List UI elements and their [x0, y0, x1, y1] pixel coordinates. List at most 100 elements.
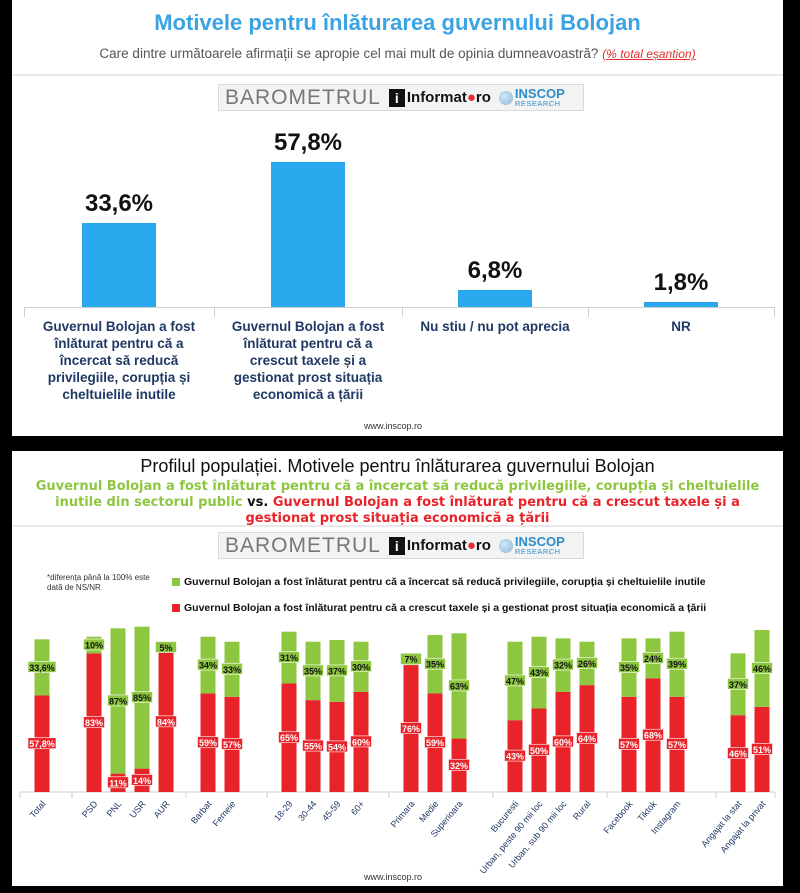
category-label: 45-59 [320, 799, 342, 823]
red-value-label: 46% [729, 749, 747, 759]
legend-swatch-red [172, 604, 180, 612]
bar [458, 289, 532, 307]
red-value-label: 50% [530, 746, 548, 756]
green-value-label: 34% [199, 661, 217, 671]
green-value-label-box [448, 679, 470, 692]
red-value-label-box [155, 715, 177, 728]
green-value-label: 33% [223, 665, 241, 675]
informat-logo-icon: i [388, 88, 405, 107]
red-value-label-box [131, 774, 153, 786]
legend-swatch-green [172, 578, 180, 586]
legend-label-green: Guvernul Bolojan a fost înlăturat pentru… [184, 576, 706, 588]
green-value-label: 43% [530, 668, 548, 678]
red-value-label-box [424, 736, 446, 749]
legend-item-red: Guvernul Bolojan a fost înlăturat pentru… [172, 602, 706, 614]
green-value-label: 37% [328, 666, 346, 676]
inscop-logo: INSCOP RESEARCH [498, 535, 565, 557]
red-value-label-box [751, 743, 773, 755]
green-value-label: 87% [109, 696, 127, 706]
green-value-label-box [504, 674, 526, 687]
green-value-label-box [751, 662, 773, 674]
research-text: RESEARCH [514, 547, 561, 557]
category-label: Femeie [211, 799, 238, 828]
category-label: USR [128, 798, 148, 819]
red-value-label: 59% [199, 738, 217, 748]
red-value-label: 51% [753, 745, 771, 755]
red-value-label-box [618, 738, 640, 750]
green-value-label: 32% [554, 661, 572, 671]
green-value-label: 37% [729, 680, 747, 690]
bar [271, 162, 345, 307]
green-value-label: 10% [85, 641, 103, 651]
red-value-label-box [221, 738, 243, 750]
subtitle-vs: vs. [242, 495, 273, 510]
question-text: Care dintre următoarele afirmații se apr… [99, 46, 599, 61]
axis-tick [24, 307, 25, 317]
green-value-label-box [155, 641, 177, 653]
category-label: Facebook [601, 798, 634, 835]
red-value-label-box [83, 716, 105, 728]
red-value-label: 60% [554, 737, 572, 747]
profile-title: Profilul populației. Motivele pentru înl… [140, 456, 655, 476]
axis-tick [214, 307, 215, 317]
bar [82, 222, 156, 307]
divider [12, 74, 783, 76]
category-label: PSD [80, 798, 100, 819]
green-value-label-box [350, 660, 372, 673]
green-value-label: 35% [620, 663, 638, 673]
green-value-label: 47% [506, 676, 524, 686]
category-label: PNL [105, 799, 124, 819]
overall-chart-panel: Motivele pentru înlăturarea guvernului B… [12, 0, 783, 436]
category-label: Tiktok [636, 798, 659, 823]
green-value-label: 26% [578, 659, 596, 669]
green-value-label: 7% [404, 655, 417, 665]
red-value-label-box [576, 732, 598, 744]
red-value-label: 57% [223, 740, 241, 750]
red-value-label-box [504, 749, 526, 762]
green-value-label-box [618, 661, 640, 673]
red-value-label-box [302, 739, 324, 752]
inscop-globe-icon [498, 90, 513, 105]
red-value-label: 65% [280, 733, 298, 743]
red-value-label-box [528, 743, 550, 756]
chart-subtitle: Care dintre următoarele afirmații se apr… [12, 46, 783, 61]
green-value-label: 35% [426, 660, 444, 670]
value-label: 1,8% [653, 269, 709, 297]
barometrul-wordmark: BAROMETRUL [225, 533, 381, 557]
green-value-label-box [642, 652, 664, 664]
inscop-logo: INSCOP RESEARCH [498, 86, 565, 109]
green-value-label-box [326, 664, 348, 677]
category-label: Guvernul Bolojan a fost înlăturat pentru… [42, 319, 196, 402]
category-label: 30-44 [296, 799, 318, 823]
value-label: 33,6% [84, 189, 154, 217]
green-value-label: 24% [644, 654, 662, 664]
red-value-label-box [666, 738, 688, 750]
value-label: 6,8% [467, 256, 523, 284]
informat-wordmark: Informat●ro [406, 537, 491, 554]
red-value-label-box [197, 736, 219, 749]
red-value-label: 83% [85, 718, 103, 728]
informat-wordmark: Informat●ro [406, 89, 491, 106]
category-label: Rural [571, 799, 592, 822]
research-text: RESEARCH [514, 99, 561, 109]
green-value-label: 31% [280, 653, 298, 663]
axis-tick [774, 307, 775, 317]
inscop-text: INSCOP [514, 86, 565, 102]
green-value-label-box [107, 694, 129, 707]
green-value-label: 46% [753, 664, 771, 674]
green-value-label-box [727, 677, 749, 690]
barometer-logo: BAROMETRUL i Informat●ro INSCOP RESEARCH [218, 532, 584, 559]
inscop-globe-icon [498, 538, 513, 553]
red-value-label: 57% [620, 740, 638, 750]
green-value-label-box [400, 652, 422, 665]
red-value-label: 57% [668, 740, 686, 750]
legend-item-green: Guvernul Bolojan a fost înlăturat pentru… [172, 576, 706, 588]
value-label: 57,8% [273, 129, 343, 156]
red-value-label: 32% [450, 761, 468, 771]
profile-chart-panel: Profilul populației. Motivele pentru înl… [12, 451, 783, 886]
chart-title: Motivele pentru înlăturarea guvernului B… [154, 10, 641, 35]
profile-stacked-chart: 57,8% 33,6% Total 83% 10% PSD 11% 87% PNL 14% 85% U… [19, 626, 776, 876]
red-value-label: 14% [133, 776, 151, 786]
red-value-label: 59% [426, 738, 444, 748]
informat-logo-icon: i [388, 536, 405, 555]
